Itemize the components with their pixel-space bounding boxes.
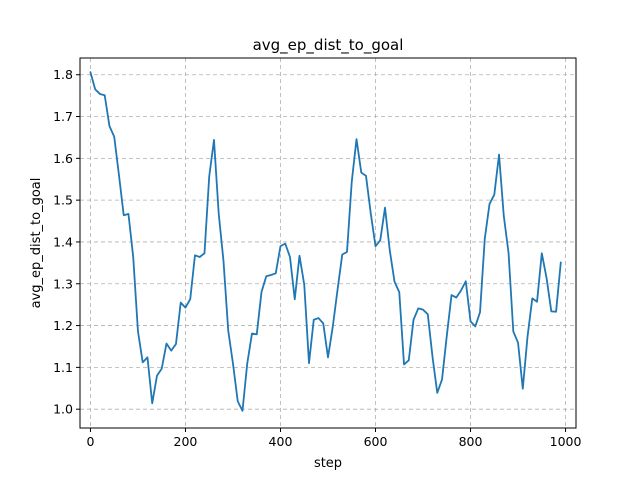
chart-title: avg_ep_dist_to_goal	[253, 36, 404, 55]
y-tick-label: 1.8	[53, 67, 73, 82]
y-tick-label: 1.4	[53, 234, 73, 249]
y-axis-label: avg_ep_dist_to_goal	[29, 178, 44, 309]
y-tick-label: 1.0	[53, 402, 73, 417]
x-tick-label: 200	[174, 434, 198, 449]
x-tick-label: 1000	[550, 434, 582, 449]
y-tick-label: 1.3	[53, 276, 73, 291]
y-tick-label: 1.6	[53, 151, 73, 166]
y-tick-label: 1.2	[53, 318, 73, 333]
x-axis-label: step	[314, 456, 342, 471]
plot-frame	[79, 57, 577, 429]
x-axis-ticks: 0 200 400 600 800 1000	[86, 428, 582, 449]
grid-lines	[80, 58, 576, 428]
y-tick-label: 1.1	[53, 360, 73, 375]
series-line	[89, 71, 562, 412]
y-tick-label: 1.7	[53, 109, 73, 124]
x-tick-label: 800	[459, 434, 483, 449]
y-tick-label: 1.5	[53, 193, 73, 208]
x-tick-label: 600	[364, 434, 388, 449]
x-tick-label: 0	[86, 434, 94, 449]
x-tick-label: 400	[269, 434, 293, 449]
y-axis-ticks: 1.0 1.1 1.2 1.3 1.4 1.5 1.6 1.7 1.8	[53, 67, 80, 417]
